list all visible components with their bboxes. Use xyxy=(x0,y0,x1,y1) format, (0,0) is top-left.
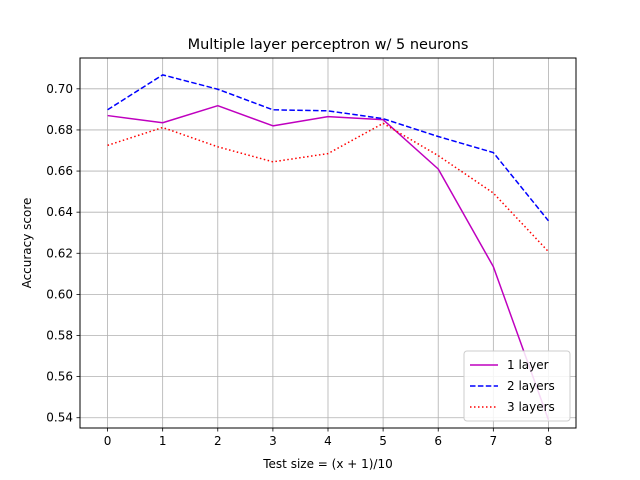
series-line-1 xyxy=(107,104,550,421)
legend-label: 2 layers xyxy=(507,379,555,393)
x-tick-label: 7 xyxy=(490,434,498,448)
x-tick-label: 1 xyxy=(159,434,167,448)
y-axis: 0.54 0.56 0.58 0.60 0.62 0.64 0.66 0.68 0.70 xyxy=(46,82,80,425)
y-axis-title: Accuracy score xyxy=(20,198,34,289)
y-tick-label: 0.64 xyxy=(46,205,73,219)
x-tick-label: 3 xyxy=(269,434,277,448)
series-line-2 xyxy=(107,74,550,222)
x-tick-label: 6 xyxy=(434,434,442,448)
y-tick-label: 0.68 xyxy=(46,123,73,137)
y-tick-label: 0.60 xyxy=(46,287,73,301)
legend-label: 1 layer xyxy=(507,358,549,372)
chart-title: Multiple layer perceptron w/ 5 neurons xyxy=(188,37,469,53)
y-tick-label: 0.58 xyxy=(46,329,73,343)
y-tick-label: 0.62 xyxy=(46,246,73,260)
legend-label: 3 layers xyxy=(507,400,555,414)
x-axis: 0 1 2 3 4 5 6 7 8 xyxy=(104,428,553,448)
series-layer xyxy=(107,74,550,421)
y-tick-label: 0.66 xyxy=(46,164,73,178)
x-axis-title: Test size = (x + 1)/10 xyxy=(262,457,393,471)
x-tick-label: 8 xyxy=(545,434,553,448)
x-tick-label: 5 xyxy=(379,434,387,448)
x-tick-label: 0 xyxy=(104,434,112,448)
y-tick-label: 0.56 xyxy=(46,370,73,384)
legend: 1 layer 2 layers 3 layers xyxy=(463,350,571,422)
x-tick-label: 4 xyxy=(324,434,332,448)
x-tick-label: 2 xyxy=(214,434,222,448)
series-line-3 xyxy=(107,122,549,253)
y-tick-label: 0.70 xyxy=(46,82,73,96)
legend-box xyxy=(463,350,571,422)
y-tick-label: 0.54 xyxy=(46,411,73,425)
